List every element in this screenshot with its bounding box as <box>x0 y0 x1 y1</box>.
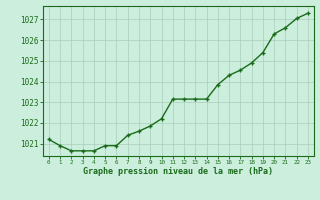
X-axis label: Graphe pression niveau de la mer (hPa): Graphe pression niveau de la mer (hPa) <box>84 167 273 176</box>
